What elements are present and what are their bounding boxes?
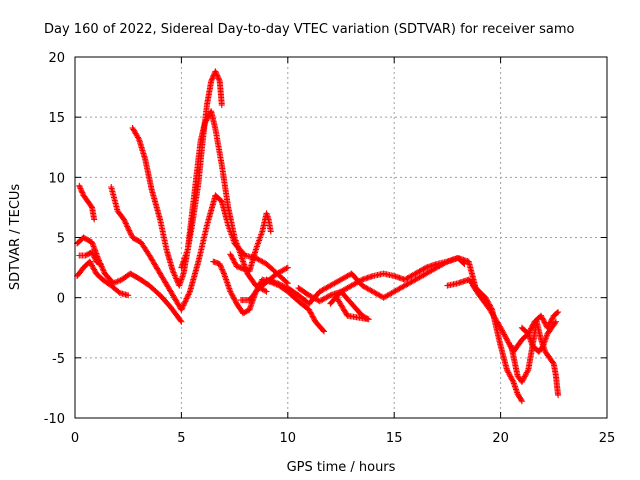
series-markers <box>74 258 132 299</box>
series-markers <box>108 184 291 313</box>
series-track-k <box>263 255 468 307</box>
series-track-e <box>108 184 291 313</box>
series-track-q <box>518 309 562 337</box>
grid <box>75 57 607 418</box>
series-track-o <box>469 282 559 355</box>
series-markers <box>518 309 562 337</box>
y-axis-label: SDTVAR / TECUs <box>8 184 23 291</box>
y-tick-label: -10 <box>44 412 65 427</box>
y-tick-label: 5 <box>57 232 65 247</box>
series-markers <box>295 285 372 323</box>
y-tick-label: 20 <box>48 51 65 66</box>
x-tick-label: 5 <box>177 431 185 446</box>
x-axis-label: GPS time / hours <box>287 460 396 475</box>
y-tick-label: -5 <box>52 352 65 367</box>
series-track-a <box>76 182 98 223</box>
x-tick-label: 20 <box>492 431 509 446</box>
x-tick-label: 15 <box>386 431 403 446</box>
x-tick-label: 0 <box>71 431 79 446</box>
series-track-b <box>74 234 185 325</box>
x-axis-ticks: 0 5 10 15 20 25 <box>71 57 615 446</box>
y-tick-label: 0 <box>57 292 65 307</box>
y-tick-label: 15 <box>48 111 65 126</box>
series-track-m <box>327 255 479 307</box>
series-markers <box>76 182 98 223</box>
series-track-c <box>74 258 132 299</box>
series-track-l <box>295 285 372 323</box>
data-points <box>74 68 562 405</box>
series-markers <box>263 255 468 307</box>
series-markers <box>178 68 225 271</box>
chart-title: Day 160 of 2022, Sidereal Day-to-day VTE… <box>44 22 575 37</box>
series-markers <box>444 276 525 405</box>
series-markers <box>227 210 274 275</box>
series-markers <box>469 282 559 355</box>
x-tick-label: 10 <box>280 431 297 446</box>
series-markers <box>76 248 104 267</box>
y-axis-ticks: -10 -5 0 5 10 15 20 <box>44 51 607 427</box>
y-tick-label: 10 <box>48 171 65 186</box>
x-tick-label: 25 <box>599 431 616 446</box>
series-markers <box>327 255 479 307</box>
series-track-d <box>76 248 104 267</box>
series-track-n <box>444 276 525 405</box>
series-track-i <box>227 210 274 275</box>
series-track-g <box>178 68 225 271</box>
series-markers <box>74 234 185 325</box>
